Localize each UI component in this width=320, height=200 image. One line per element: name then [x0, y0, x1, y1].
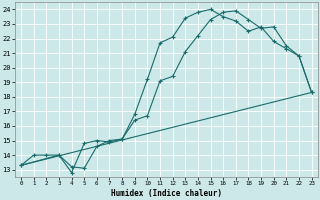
X-axis label: Humidex (Indice chaleur): Humidex (Indice chaleur) — [111, 189, 222, 198]
